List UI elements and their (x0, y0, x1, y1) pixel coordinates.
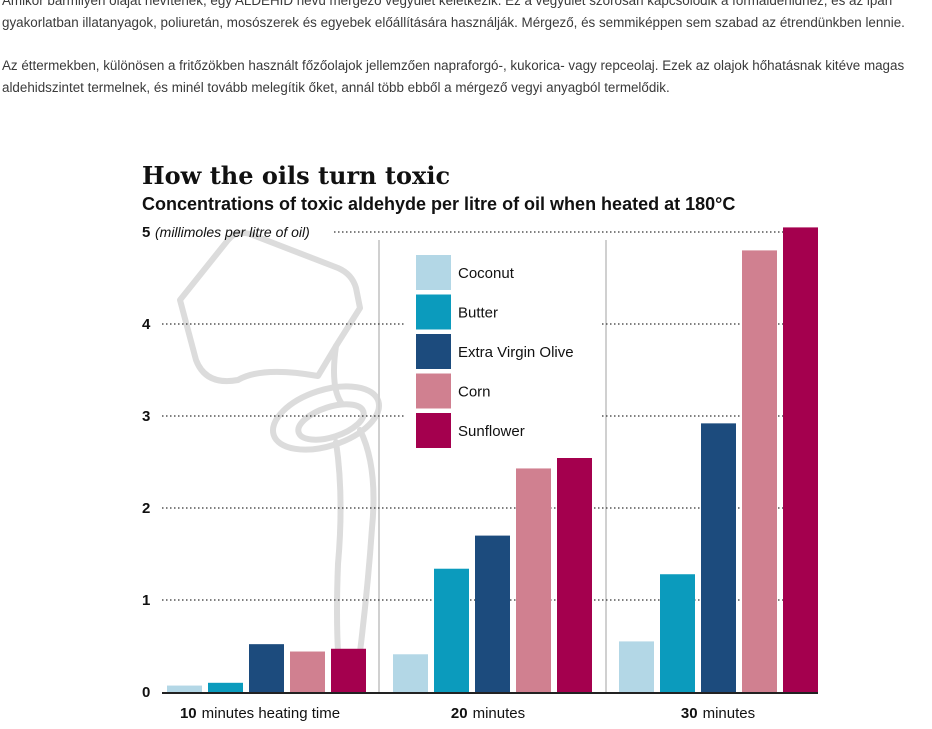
chart-subtitle: Concentrations of toxic aldehyde per lit… (142, 194, 735, 214)
article-paragraph-1: Amikor bármilyen olajat hevítenek, egy A… (2, 0, 905, 30)
x-category-text: minutes (703, 705, 756, 722)
y-tick-label: 4 (142, 316, 151, 333)
x-category-label: 10 minutes heating time (180, 705, 340, 722)
bar-coconut (619, 641, 654, 692)
bar-corn (742, 250, 777, 692)
bar-coconut (167, 685, 202, 692)
legend-swatch (416, 373, 451, 409)
x-category-number: 10 (180, 705, 197, 722)
bar-corn (516, 468, 551, 692)
legend-swatch (416, 413, 451, 448)
legend-label: Butter (458, 305, 498, 322)
bar-coconut (393, 654, 428, 692)
y-tick-label: 0 (142, 684, 150, 701)
legend-label: Extra Virgin Olive (458, 344, 574, 361)
legend-swatch (416, 334, 451, 369)
chart-title: How the oils turn toxic (142, 161, 450, 190)
legend-label: Corn (458, 384, 491, 401)
x-category-label: 30 minutes (681, 705, 755, 722)
legend-label: Sunflower (458, 423, 525, 440)
pouring-oil-bottle-icon (177, 229, 383, 655)
bar-sunflower (783, 227, 818, 692)
article-paragraph-2: Az éttermekben, különösen a fritőzökben … (2, 58, 905, 95)
bar-corn (290, 651, 325, 692)
bar-extra-virgin-olive (701, 423, 736, 692)
bar-butter (434, 568, 469, 692)
legend-label: Coconut (458, 265, 515, 282)
bar-sunflower (331, 648, 366, 692)
x-category-text: minutes (473, 705, 526, 722)
x-category-text: minutes heating time (202, 705, 340, 722)
x-category-number: 20 (451, 705, 468, 722)
legend-swatch (416, 294, 451, 330)
legend-swatch (416, 255, 451, 290)
y-axis-unit-label: (millimoles per litre of oil) (155, 224, 310, 240)
y-tick-label: 5 (142, 224, 150, 241)
y-tick-label: 3 (142, 408, 150, 425)
bar-extra-virgin-olive (249, 644, 284, 692)
bar-butter (208, 682, 243, 692)
bar-extra-virgin-olive (475, 535, 510, 692)
x-category-label: 20 minutes (451, 705, 525, 722)
y-tick-label: 1 (142, 592, 150, 609)
x-category-number: 30 (681, 705, 698, 722)
bar-butter (660, 574, 695, 692)
y-tick-label: 2 (142, 500, 150, 517)
